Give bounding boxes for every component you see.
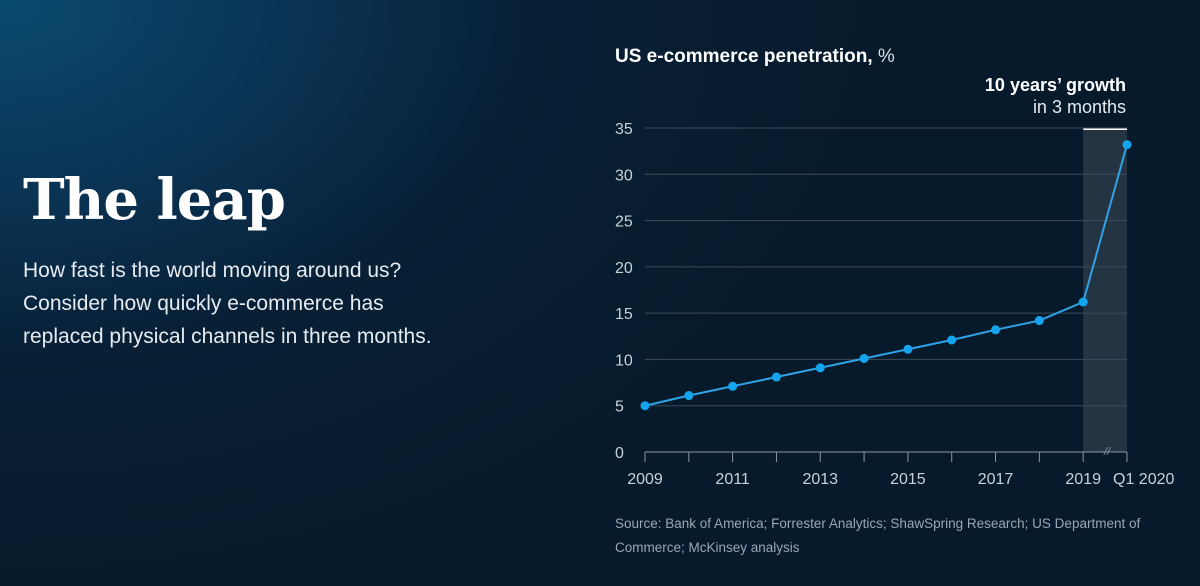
chart-title-text: US e-commerce penetration, [615,46,873,67]
headline: The leap [23,167,286,233]
annotation-line-1: 10 years’ growth [984,75,1126,95]
chart-title-unit: % [877,46,895,67]
x-tick-label: 2017 [978,471,1014,488]
y-tick-label: 5 [615,399,624,416]
source-note: Source: Bank of America; Forrester Analy… [615,516,1141,555]
data-point [859,354,869,364]
data-point [991,325,1001,335]
data-point [903,344,913,354]
x-tick-label: 2019 [1065,471,1101,488]
data-point [1034,316,1044,326]
y-tick-label: 20 [615,260,633,277]
x-tick-label: 2013 [802,471,838,488]
data-point [684,391,694,401]
y-tick-label: 25 [615,214,633,231]
x-tick-label: 2011 [715,471,750,488]
data-point [640,401,650,411]
lede-paragraph: How fast is the world moving around us? … [23,259,432,348]
data-point [771,372,781,382]
x-tick-label: Q1 2020 [1113,471,1174,488]
y-tick-label: 30 [615,167,633,184]
chart-title: US e-commerce penetration, % [615,46,895,68]
series-line [644,144,1128,407]
highlight-band [1083,128,1127,452]
data-point [728,381,738,391]
highlight-annotation: 10 years’ growth in 3 months [985,74,1126,118]
data-point [1078,297,1088,307]
x-tick-label: 2015 [890,471,926,488]
data-point [1122,140,1132,150]
y-tick-label: 15 [615,306,633,323]
y-tick-label: 10 [615,352,633,369]
x-tick-label: 2009 [627,471,663,488]
axis-break-marker: // [1103,446,1111,458]
intro-panel: The leap How fast is the world moving ar… [23,162,443,353]
data-point [947,335,957,345]
data-point [815,363,825,373]
y-tick-label: 35 [615,121,633,138]
y-tick-label: 0 [615,445,624,462]
annotation-line-2: in 3 months [1032,97,1126,117]
